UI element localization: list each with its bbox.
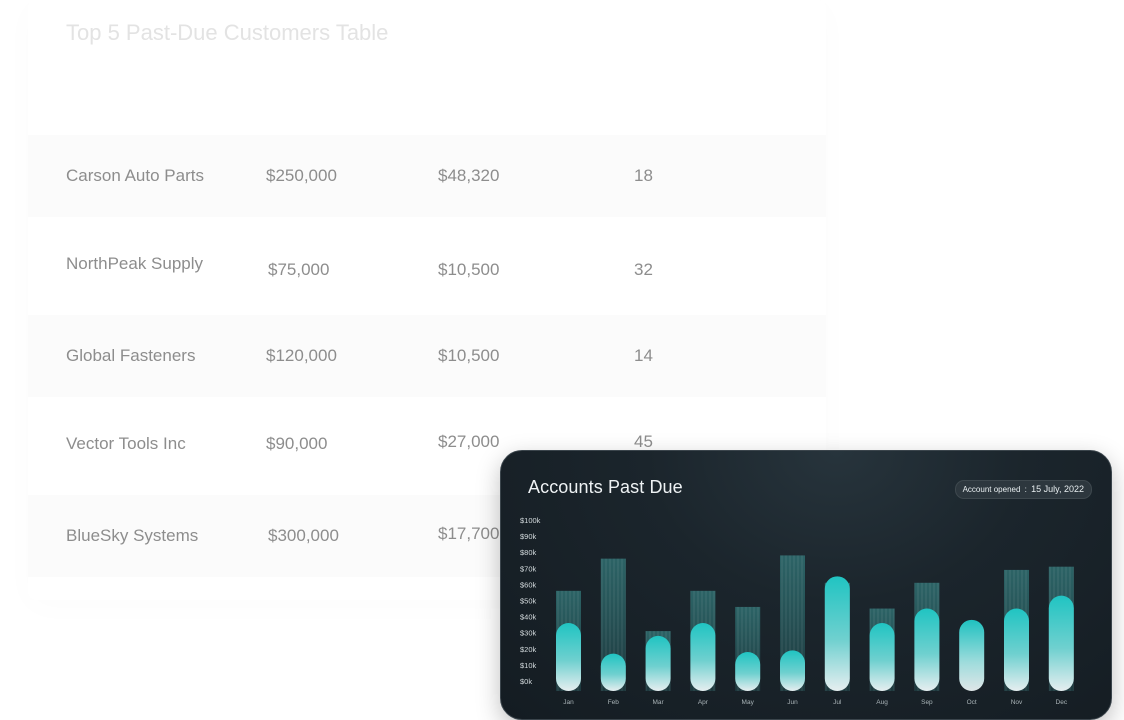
- table-row[interactable]: Carson Auto Parts $250,000 $48,320 18: [28, 135, 826, 217]
- past-due-amount: $17,700: [438, 524, 500, 543]
- badge-date: 15 July, 2022: [1031, 484, 1084, 494]
- bar-inner: [780, 650, 805, 691]
- bar-inner: [824, 576, 850, 691]
- y-tick-label: $10k: [520, 661, 537, 670]
- credit-limit: $120,000: [266, 346, 337, 365]
- y-tick-label: $30k: [520, 629, 537, 638]
- customer-name: Vector Tools Inc: [66, 434, 186, 453]
- x-tick-label: Nov: [1011, 699, 1023, 706]
- y-tick-label: $20k: [520, 645, 537, 654]
- badge-separator: :: [1024, 485, 1027, 494]
- x-tick-label: Jun: [787, 699, 798, 706]
- bar-inner: [1004, 608, 1029, 691]
- x-tick-label: May: [742, 699, 755, 706]
- bar-inner: [645, 635, 671, 691]
- bar-inner: [914, 608, 940, 691]
- y-tick-label: $80k: [520, 548, 537, 557]
- bar-inner: [1048, 595, 1074, 691]
- x-tick-label: Dec: [1056, 699, 1068, 706]
- customer-name: NorthPeak Supply: [66, 254, 204, 273]
- credit-limit: $300,000: [268, 526, 339, 545]
- x-tick-label: Apr: [698, 699, 709, 706]
- y-tick-label: $40k: [520, 613, 537, 622]
- past-due-amount: $48,320: [438, 166, 500, 185]
- chart-title: Accounts Past Due: [528, 477, 683, 497]
- y-tick-label: $90k: [520, 532, 537, 541]
- days-past-due: 18: [634, 166, 653, 185]
- table-row[interactable]: NorthPeak Supply $75,000 $10,500 32: [28, 225, 826, 307]
- credit-limit: $90,000: [266, 434, 328, 453]
- bar-inner: [556, 623, 581, 691]
- past-due-amount: $10,500: [438, 346, 500, 365]
- accounts-past-due-card: Accounts Past Due Account opened : 15 Ju…: [500, 450, 1112, 720]
- table-title: Top 5 Past-Due Customers Table: [66, 20, 389, 45]
- bar-inner: [690, 623, 716, 691]
- account-opened-badge: Account opened : 15 July, 2022: [954, 480, 1092, 499]
- x-tick-label: Jan: [563, 699, 574, 706]
- x-tick-label: Aug: [876, 699, 888, 706]
- x-tick-label: Sep: [921, 699, 933, 706]
- bar-inner: [735, 652, 761, 691]
- customer-name: Carson Auto Parts: [66, 166, 204, 185]
- y-tick-label: $50k: [520, 597, 537, 606]
- y-tick-label: $70k: [520, 564, 537, 573]
- x-tick-label: Oct: [967, 699, 977, 706]
- credit-limit: $250,000: [266, 166, 337, 185]
- past-due-bar-chart: $100k $90k $80k $70k $60k $50k $40k $30k $20k $10…: [520, 516, 1074, 706]
- table-row[interactable]: Vector Tools Inc $90,000 $27,000 45: [28, 403, 826, 485]
- x-tick-label: Mar: [652, 699, 664, 706]
- table-row[interactable]: Global Fasteners $120,000 $10,500 14: [28, 315, 826, 397]
- days-past-due: 14: [634, 346, 653, 365]
- customer-name: Global Fasteners: [66, 346, 196, 365]
- y-tick-label: $0k: [520, 677, 532, 686]
- x-tick-label: Feb: [608, 699, 620, 706]
- credit-limit: $75,000: [268, 260, 330, 279]
- customer-name: BlueSky Systems: [66, 526, 199, 545]
- days-past-due: 32: [634, 260, 653, 279]
- days-past-due: 45: [634, 432, 653, 451]
- x-tick-label: Jul: [833, 699, 842, 706]
- y-tick-label: $100k: [520, 516, 541, 525]
- badge-label: Account opened: [962, 485, 1021, 494]
- bar-inner: [959, 619, 985, 691]
- past-due-amount: $27,000: [438, 432, 500, 451]
- bar-inner: [600, 653, 626, 691]
- bar-inner: [869, 623, 895, 691]
- past-due-amount: $10,500: [438, 260, 500, 279]
- y-tick-label: $60k: [520, 580, 537, 589]
